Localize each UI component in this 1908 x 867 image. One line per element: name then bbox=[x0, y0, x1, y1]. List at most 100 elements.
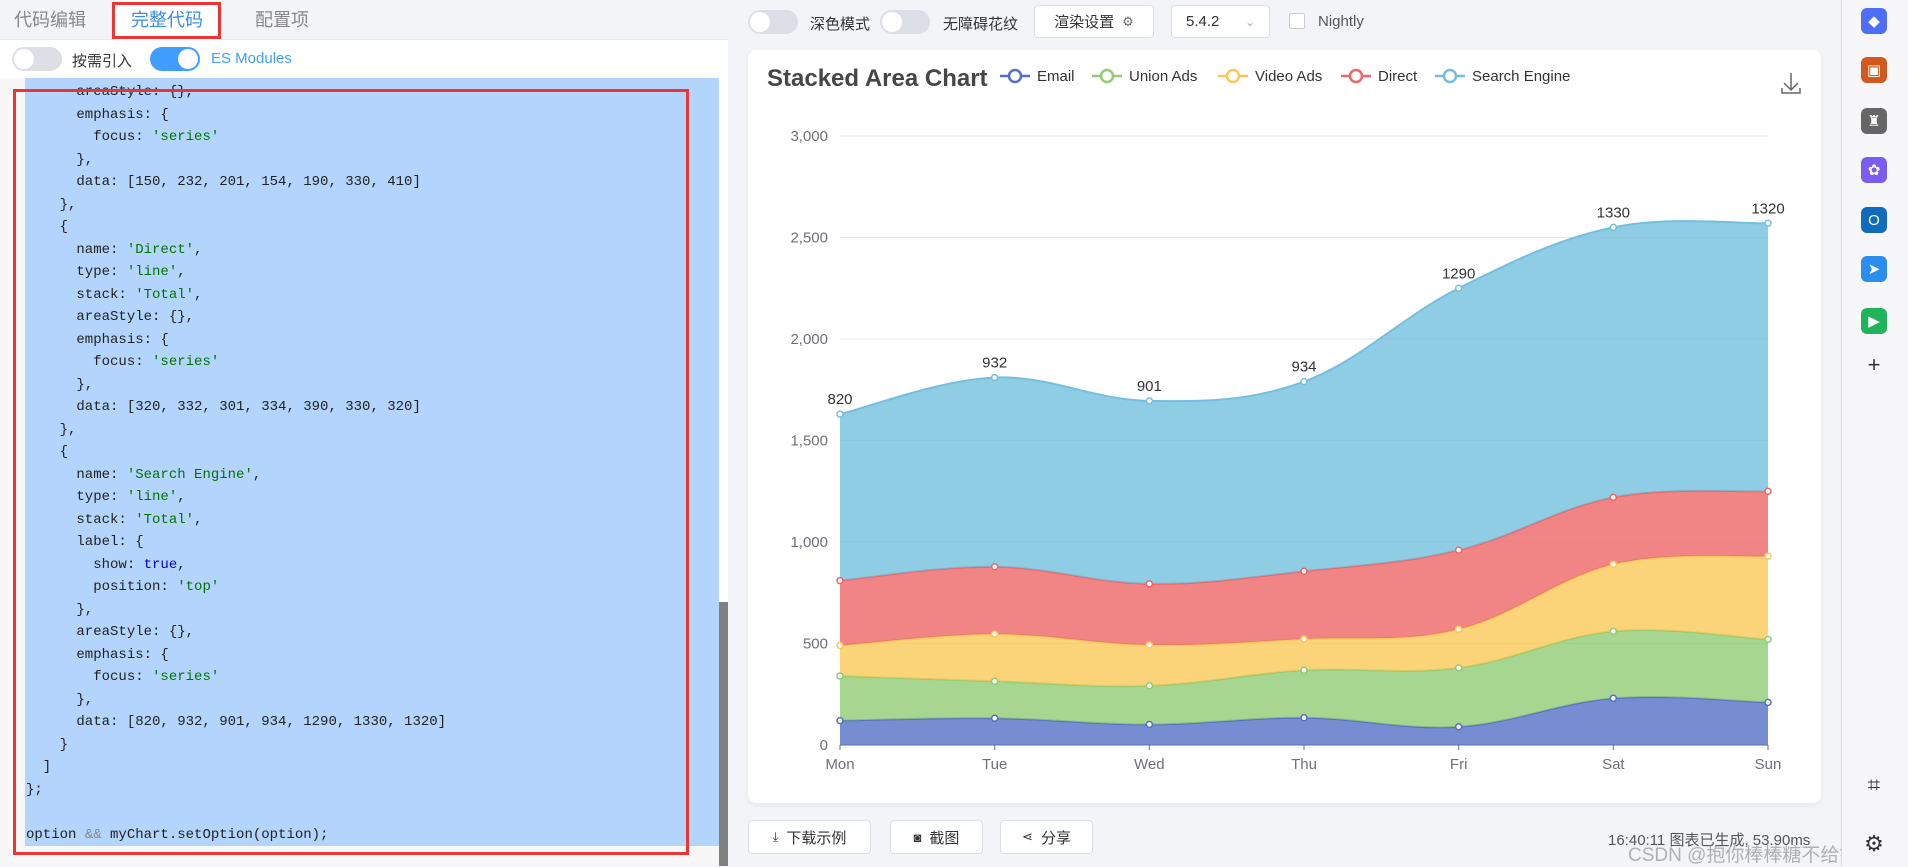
legend-label: Search Engine bbox=[1472, 68, 1570, 85]
copilot-icon[interactable]: ✿ bbox=[1861, 157, 1887, 183]
version-select[interactable]: 5.4.2 ⌄ bbox=[1171, 5, 1270, 38]
toolbox-icon[interactable]: ▣ bbox=[1861, 57, 1887, 83]
download-label: 下载示例 bbox=[786, 829, 847, 847]
code-editor[interactable]: areaStyle: {}, emphasis: { focus: 'serie… bbox=[0, 78, 719, 866]
point-union-ads[interactable] bbox=[1300, 666, 1308, 675]
chess-icon[interactable]: ♜ bbox=[1861, 108, 1887, 134]
settings-icon[interactable]: ⚙ bbox=[1864, 831, 1884, 856]
on-demand-import-toggle[interactable] bbox=[12, 47, 62, 71]
chevron-down-icon: ⌄ bbox=[1244, 14, 1255, 29]
point-email[interactable] bbox=[1454, 722, 1463, 731]
data-label: 820 bbox=[827, 391, 852, 408]
point-email[interactable] bbox=[836, 716, 844, 725]
point-union-ads[interactable] bbox=[990, 677, 999, 686]
point-union-ads[interactable] bbox=[1145, 681, 1154, 690]
code-lines: areaStyle: {}, emphasis: { focus: 'serie… bbox=[26, 81, 446, 846]
legend-item-union-ads[interactable]: Union Ads bbox=[1092, 68, 1197, 85]
tag-icon[interactable]: ◆ bbox=[1861, 8, 1887, 34]
code-line: stack: 'Total', bbox=[26, 511, 203, 528]
legend-item-email[interactable]: Email bbox=[1000, 68, 1075, 85]
point-search-engine[interactable] bbox=[1300, 377, 1308, 386]
code-line: }, bbox=[26, 601, 94, 618]
point-search-engine[interactable] bbox=[1145, 397, 1154, 405]
point-direct[interactable] bbox=[1764, 487, 1772, 495]
point-search-engine[interactable] bbox=[1764, 219, 1772, 228]
data-label: 901 bbox=[1137, 378, 1162, 395]
tab-code-edit[interactable]: 代码编辑 bbox=[14, 10, 86, 30]
point-direct[interactable] bbox=[1145, 580, 1154, 588]
es-modules-toggle[interactable] bbox=[150, 47, 200, 71]
download-example-button[interactable]: ⤓ 下载示例 bbox=[748, 820, 871, 854]
point-union-ads[interactable] bbox=[1454, 664, 1463, 672]
point-email[interactable] bbox=[1300, 714, 1308, 722]
render-settings-label: 渲染设置 bbox=[1054, 14, 1115, 31]
area-video-ads bbox=[840, 555, 1768, 687]
dark-mode-toggle[interactable] bbox=[748, 10, 798, 34]
legend-circle-icon bbox=[1007, 68, 1023, 84]
code-scrollbar[interactable] bbox=[719, 602, 728, 866]
code-line: data: [820, 932, 901, 934, 1290, 1330, 1… bbox=[26, 714, 447, 730]
code-line: name: 'Direct', bbox=[26, 241, 203, 258]
point-union-ads[interactable] bbox=[1609, 627, 1618, 636]
code-line: focus: 'series' bbox=[26, 354, 220, 370]
point-email[interactable] bbox=[1609, 694, 1618, 703]
aria-toggle[interactable] bbox=[880, 10, 930, 34]
point-search-engine[interactable] bbox=[1609, 223, 1618, 232]
y-tick-label: 500 bbox=[803, 636, 828, 653]
point-direct[interactable] bbox=[1454, 546, 1463, 554]
version-value: 5.4.2 bbox=[1186, 13, 1220, 30]
tab-options[interactable]: 配置项 bbox=[255, 10, 309, 30]
legend-item-video-ads[interactable]: Video Ads bbox=[1218, 68, 1322, 85]
code-line: focus: 'series' bbox=[26, 129, 220, 145]
point-video-ads[interactable] bbox=[1145, 641, 1154, 649]
point-email[interactable] bbox=[990, 714, 999, 722]
code-line: ] bbox=[26, 759, 52, 775]
point-video-ads[interactable] bbox=[990, 630, 999, 638]
code-line: }; bbox=[26, 781, 43, 798]
x-tick-label: Sun bbox=[1755, 756, 1782, 773]
outlook-icon[interactable]: O bbox=[1861, 207, 1887, 233]
point-email[interactable] bbox=[1145, 720, 1154, 729]
legend-item-search-engine[interactable]: Search Engine bbox=[1435, 68, 1570, 85]
y-tick-label: 0 bbox=[820, 737, 828, 754]
x-tick-label: Thu bbox=[1291, 756, 1317, 773]
point-video-ads[interactable] bbox=[1609, 560, 1618, 569]
share-label: 分享 bbox=[1040, 829, 1071, 847]
point-direct[interactable] bbox=[1300, 567, 1308, 575]
screenshot-icon[interactable]: ⌗ bbox=[1867, 772, 1881, 797]
code-tabs: 代码编辑 完整代码 配置项 bbox=[0, 0, 728, 40]
render-settings-button[interactable]: 渲染设置 ⚙ bbox=[1034, 5, 1154, 38]
point-video-ads[interactable] bbox=[836, 641, 844, 650]
point-direct[interactable] bbox=[1609, 493, 1618, 502]
point-video-ads[interactable] bbox=[1764, 552, 1772, 560]
code-line: name: 'Search Engine', bbox=[26, 466, 262, 483]
point-union-ads[interactable] bbox=[1764, 635, 1772, 644]
data-label: 1330 bbox=[1597, 204, 1630, 221]
y-tick-label: 1,000 bbox=[790, 534, 828, 551]
code-line: label: { bbox=[26, 534, 144, 550]
point-search-engine[interactable] bbox=[990, 373, 999, 382]
point-search-engine[interactable] bbox=[1454, 284, 1463, 292]
point-union-ads[interactable] bbox=[836, 672, 844, 680]
code-line: }, bbox=[26, 691, 94, 708]
play-icon[interactable]: ▶ bbox=[1861, 308, 1887, 334]
nightly-checkbox[interactable] bbox=[1289, 13, 1305, 29]
screenshot-button[interactable]: ◙ 截图 bbox=[890, 820, 983, 854]
point-video-ads[interactable] bbox=[1300, 635, 1308, 643]
point-email[interactable] bbox=[1764, 698, 1772, 707]
data-label: 1320 bbox=[1751, 200, 1784, 217]
legend-item-direct[interactable]: Direct bbox=[1341, 68, 1418, 85]
download-chart-icon[interactable] bbox=[1781, 73, 1801, 94]
add-icon[interactable]: + bbox=[1867, 352, 1881, 377]
point-video-ads[interactable] bbox=[1454, 625, 1463, 634]
point-search-engine[interactable] bbox=[836, 410, 844, 418]
code-line: areaStyle: {}, bbox=[26, 624, 195, 640]
point-direct[interactable] bbox=[836, 576, 844, 585]
code-line: position: 'top' bbox=[26, 579, 220, 595]
send-icon[interactable]: ➤ bbox=[1861, 256, 1887, 282]
point-direct[interactable] bbox=[990, 563, 999, 571]
tab-full-code[interactable]: 完整代码 bbox=[115, 0, 219, 40]
share-button[interactable]: ⋖ 分享 bbox=[1000, 820, 1093, 854]
code-line: type: 'line', bbox=[26, 489, 186, 505]
